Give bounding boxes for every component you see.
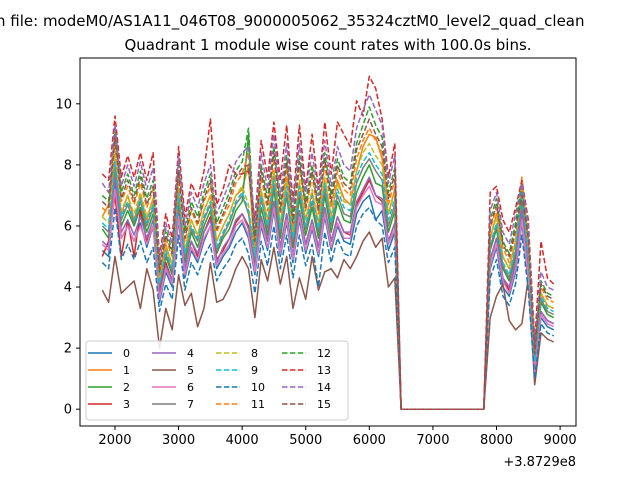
x-tick-label: 2000 [98, 433, 131, 448]
legend-label-6: 6 [187, 381, 194, 394]
x-tick-label: 8000 [480, 433, 513, 448]
x-tick-label: 3000 [162, 433, 195, 448]
y-tick-label: 0 [64, 403, 72, 418]
legend-label-11: 11 [251, 398, 265, 411]
y-axis: 0 2 4 6 8 10 [55, 97, 80, 418]
legend-label-2: 2 [123, 381, 130, 394]
y-tick-label: 4 [64, 281, 72, 296]
legend-label-9: 9 [251, 364, 258, 377]
y-tick-label: 10 [55, 97, 72, 112]
x-axis: 2000 3000 4000 5000 6000 7000 8000 9000 [98, 426, 577, 448]
legend-label-8: 8 [251, 347, 258, 360]
x-tick-label: 7000 [416, 433, 449, 448]
y-tick-label: 6 [64, 219, 72, 234]
y-tick-label: 8 [64, 158, 72, 173]
x-tick-label: 9000 [544, 433, 577, 448]
legend-label-5: 5 [187, 364, 194, 377]
series-line-15 [101, 118, 555, 410]
legend-label-7: 7 [187, 398, 194, 411]
series-layer [101, 75, 555, 410]
legend-label-13: 13 [317, 364, 331, 377]
axes-border [79, 57, 577, 427]
legend-label-0: 0 [123, 347, 130, 360]
figure-suptitle: n file: modeM0/AS1A11_046T08_9000005062_… [0, 12, 585, 31]
y-tick-label: 2 [64, 342, 72, 357]
legend-label-14: 14 [317, 381, 331, 394]
series-line-14 [101, 93, 555, 410]
chart-title: Quadrant 1 module wise count rates with … [124, 36, 531, 54]
legend-label-12: 12 [317, 347, 331, 360]
x-tick-label: 5000 [289, 433, 322, 448]
legend-label-4: 4 [187, 347, 194, 360]
legend-label-1: 1 [123, 364, 130, 377]
x-tick-label: 4000 [226, 433, 259, 448]
x-offset-label: +3.8729e8 [503, 455, 576, 470]
legend-label-10: 10 [251, 381, 265, 394]
legend-label-3: 3 [123, 398, 130, 411]
legend-label-15: 15 [317, 398, 331, 411]
x-tick-label: 6000 [353, 433, 386, 448]
legend-frame [85, 340, 349, 421]
